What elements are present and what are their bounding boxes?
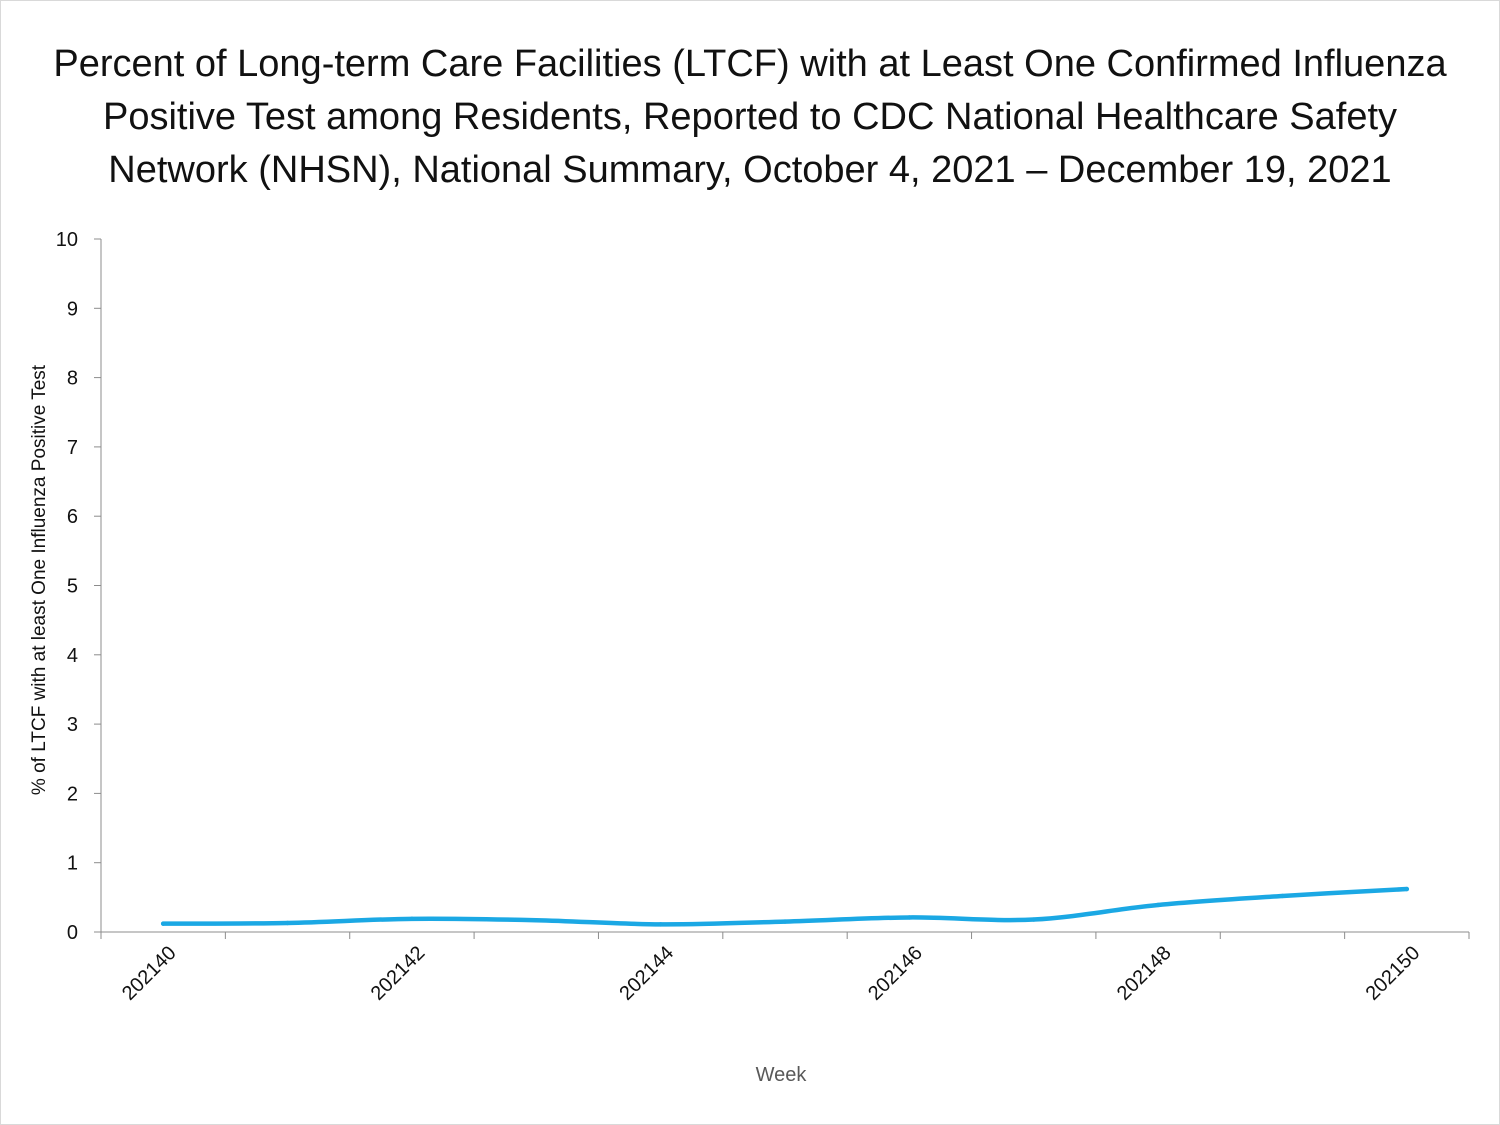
- data-point: [1031, 917, 1036, 922]
- y-tick-label: 4: [67, 645, 78, 667]
- y-tick-label: 10: [56, 229, 78, 251]
- data-point: [782, 919, 788, 924]
- data-point: [658, 922, 663, 927]
- y-axis-label: % of LTCF with at least One Influenza Po…: [29, 364, 50, 796]
- data-point: [534, 918, 539, 923]
- x-tick-label: 202150: [1362, 942, 1425, 1005]
- data-point: [1404, 886, 1410, 892]
- y-tick-label: 8: [67, 368, 78, 390]
- data-point: [409, 916, 415, 922]
- y-tick-label: 1: [67, 853, 78, 875]
- x-tick-label: 202148: [1113, 942, 1176, 1005]
- chart-title-line-1: Percent of Long-term Care Facilities (LT…: [53, 43, 1447, 85]
- y-tick-label: 9: [67, 298, 78, 320]
- x-tick-label: 202142: [367, 942, 430, 1005]
- x-axis-label: Week: [755, 1064, 807, 1086]
- y-tick-label: 0: [67, 922, 78, 944]
- data-point: [907, 915, 912, 920]
- x-tick-label: 202144: [615, 942, 678, 1005]
- x-tick-label: 202140: [118, 942, 181, 1005]
- y-tick-label: 3: [67, 714, 78, 736]
- data-point: [1155, 902, 1161, 908]
- y-tick-label: 5: [67, 576, 78, 598]
- series-line: [160, 886, 1410, 927]
- chart-title-line-2: Positive Test among Residents, Reported …: [102, 96, 1398, 138]
- data-point: [285, 920, 290, 926]
- x-tick-label: 202146: [864, 942, 927, 1005]
- data-point: [160, 921, 166, 926]
- y-tick-label: 2: [67, 783, 78, 805]
- y-tick-label: 7: [67, 437, 78, 459]
- data-point: [1280, 893, 1285, 899]
- chart-title-line-3: Network (NHSN), National Summary, Octobe…: [108, 149, 1392, 191]
- chart-title: Percent of Long-term Care Facilities (LT…: [0, 38, 1500, 197]
- y-tick-label: 6: [67, 506, 78, 528]
